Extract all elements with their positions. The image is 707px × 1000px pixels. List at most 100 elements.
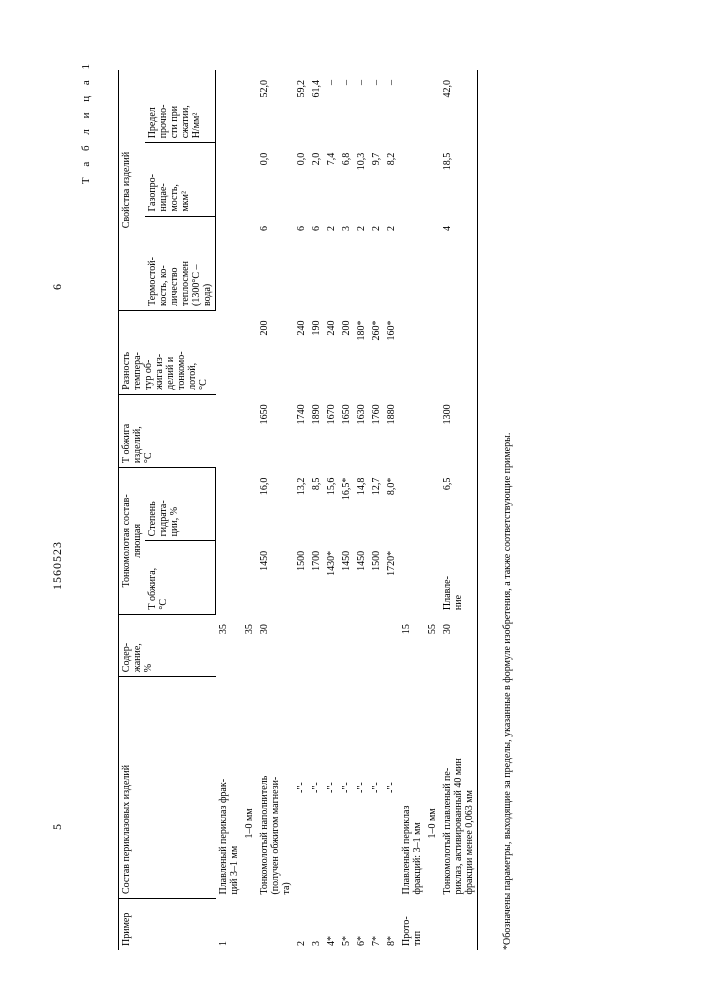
page-col-left: 5: [50, 824, 65, 830]
data-table: Пример Состав периклазовых изделий Содер…: [118, 70, 478, 950]
cell-example: Прото-тип: [399, 899, 425, 950]
cell-g: 10,3: [354, 143, 369, 216]
cell-d: 240: [294, 311, 309, 395]
cell-t: 1430*: [324, 541, 339, 614]
cell-composition: -"-: [384, 677, 399, 899]
th-t-firing: Т обжига,°С: [145, 541, 216, 614]
cell-composition: -"-: [369, 677, 384, 899]
cell-h: 12,7: [369, 468, 384, 541]
cell-example: 4*: [324, 899, 339, 950]
cell-d: [440, 311, 478, 395]
cell-composition: 1–0 мм: [242, 677, 257, 899]
cell-t: 1450: [354, 541, 369, 614]
table-row: 7* -"- 1500 12,7 1760 260* 2 9,7 –: [369, 70, 384, 950]
cell-pct: 35: [242, 614, 257, 677]
cell-g: 18,5: [440, 143, 478, 216]
cell-h: 16,0: [257, 468, 294, 541]
cell-p: 52,0: [257, 70, 294, 143]
th-properties-group: Свойства изделий: [119, 70, 146, 311]
cell-composition: -"-: [339, 677, 354, 899]
cell-g: 9,7: [369, 143, 384, 216]
cell-composition: -"-: [309, 677, 324, 899]
cell-t: 1500: [369, 541, 384, 614]
cell-example: 7*: [369, 899, 384, 950]
cell-pct: 30: [440, 614, 478, 677]
cell-d: 180*: [354, 311, 369, 395]
cell-composition: 1–0 мм: [425, 677, 440, 899]
cell-p: 61,4: [309, 70, 324, 143]
th-example: Пример: [119, 899, 216, 950]
table-row: Тонкомолотый наполнитель(получен обжигом…: [257, 70, 294, 950]
cell-p: –: [324, 70, 339, 143]
cell-composition: Тонкомолотый плавленый пе-риклаз, активи…: [440, 677, 478, 899]
cell-d: 200: [339, 311, 354, 395]
th-finemilled-group: Тонкомолотая состав-ляющая: [119, 468, 146, 614]
cell-t: 1700: [309, 541, 324, 614]
table-row: Тонкомолотый плавленый пе-риклаз, активи…: [440, 70, 478, 950]
cell-g: 0,0: [294, 143, 309, 216]
cell-d: 190: [309, 311, 324, 395]
cell-example: 2: [294, 899, 309, 950]
table-row: 3 -"- 1700 8,5 1890 190 6 2,0 61,4: [309, 70, 324, 950]
cell-composition: Плавленый периклазфракций: 3–1 мм: [399, 677, 425, 899]
cell-p: –: [354, 70, 369, 143]
cell-t: Плавле-ние: [440, 541, 478, 614]
page-col-right: 6: [50, 284, 65, 290]
cell-p: 59,2: [294, 70, 309, 143]
cell-h: 8,0*: [384, 468, 399, 541]
cell-g: 7,4: [324, 143, 339, 216]
cell-h: 13,2: [294, 468, 309, 541]
cell-example: 6*: [354, 899, 369, 950]
table-row: 1–0 мм 35: [242, 70, 257, 950]
cell-t: 1450: [257, 541, 294, 614]
cell-pct: 30: [257, 614, 294, 677]
table-row: 5* -"- 1450 16,5* 1650 200 3 6,8 –: [339, 70, 354, 950]
th-hydration: Степеньгидрата-ции, %: [145, 468, 216, 541]
cell-ts: 4: [440, 216, 478, 310]
cell-ti: 1890: [309, 394, 324, 467]
cell-ti: 1760: [369, 394, 384, 467]
cell-t: 1720*: [384, 541, 399, 614]
cell-pct: 55: [425, 614, 440, 677]
cell-example: 1: [216, 899, 242, 950]
cell-d: 240: [324, 311, 339, 395]
cell-g: 0,0: [257, 143, 294, 216]
cell-ts: 2: [324, 216, 339, 310]
page: 5 1560523 6 Т а б л и ц а 1 Пример Соста…: [0, 0, 707, 1000]
table-row: 8* -"- 1720* 8,0* 1880 160* 2 8,2 –: [384, 70, 399, 950]
cell-h: 6,5: [440, 468, 478, 541]
th-firing-t: Т обжигаизделий,°С: [119, 394, 216, 467]
cell-composition: -"-: [354, 677, 369, 899]
cell-ti: 1650: [339, 394, 354, 467]
cell-example: 3: [309, 899, 324, 950]
cell-ti: 1880: [384, 394, 399, 467]
table-head: Пример Состав периклазовых изделий Содер…: [119, 70, 216, 950]
cell-pct: 35: [216, 614, 242, 677]
rotated-content: 5 1560523 6 Т а б л и ц а 1 Пример Соста…: [50, 50, 513, 950]
cell-ti: 1630: [354, 394, 369, 467]
th-delta-t: Разностьтемпера-тур об-жига из-делий ито…: [119, 311, 216, 395]
cell-t: 1500: [294, 541, 309, 614]
cell-ts: 2: [384, 216, 399, 310]
table-row: 2 -"- 1500 13,2 1740 240 6 0,0 59,2: [294, 70, 309, 950]
cell-p: –: [339, 70, 354, 143]
th-thermoresist: Термостой-кость, ко-личествотеплосмен(13…: [145, 216, 216, 310]
cell-composition: -"-: [324, 677, 339, 899]
cell-d: 260*: [369, 311, 384, 395]
table-bottom-rule: [477, 70, 478, 950]
cell-t: 1450: [339, 541, 354, 614]
cell-pct: 15: [399, 614, 425, 677]
cell-h: 14,8: [354, 468, 369, 541]
table-label: Т а б л и ц а 1: [80, 60, 92, 184]
footnote: *Обозначены параметры, выходящие за пред…: [502, 50, 513, 950]
table-row: 1 Плавленый периклаз фрак-ций 3–1 мм 35: [216, 70, 242, 950]
cell-d: 200: [257, 311, 294, 395]
patent-number: 1560523: [50, 541, 65, 590]
cell-h: 8,5: [309, 468, 324, 541]
cell-ts: 3: [339, 216, 354, 310]
cell-composition: Плавленый периклаз фрак-ций 3–1 мм: [216, 677, 242, 899]
table-row: 6* -"- 1450 14,8 1630 180* 2 10,3 –: [354, 70, 369, 950]
th-composition: Состав периклазовых изделий: [119, 677, 216, 899]
cell-ti: 1300: [440, 394, 478, 467]
cell-ts: 2: [369, 216, 384, 310]
